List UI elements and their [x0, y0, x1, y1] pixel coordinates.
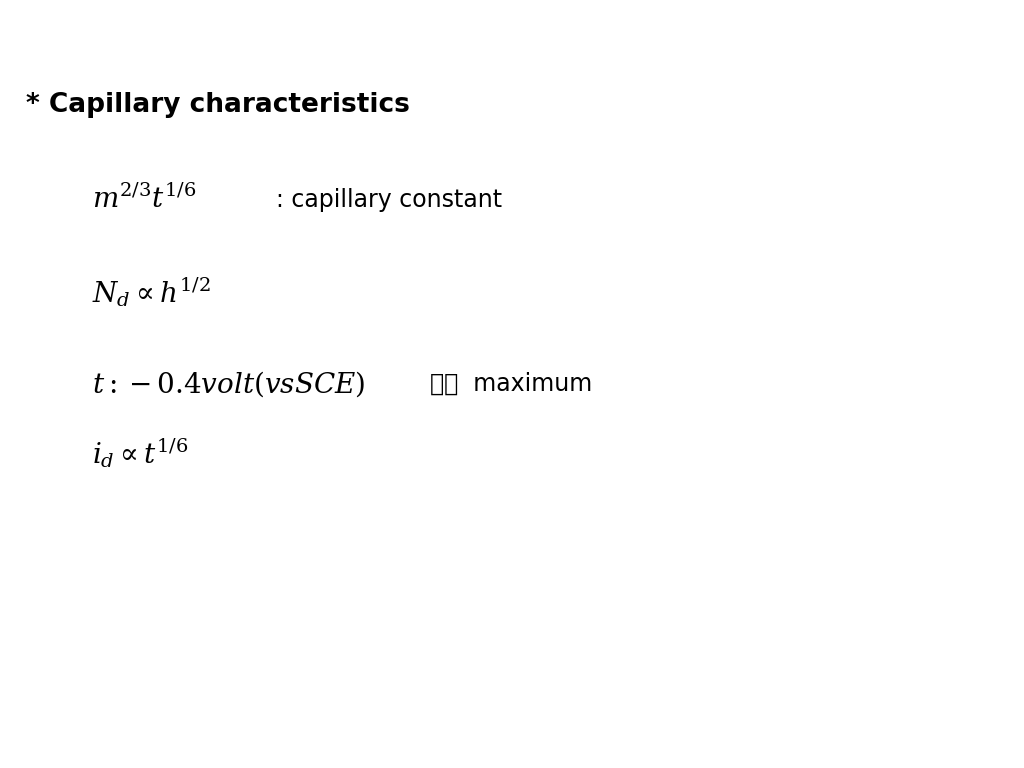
Text: : capillary constant: : capillary constant — [276, 187, 503, 212]
Text: $i_d\propto t^{1/6}$: $i_d\propto t^{1/6}$ — [92, 436, 188, 470]
Text: $N_d\propto h^{1/2}$: $N_d\propto h^{1/2}$ — [92, 275, 211, 309]
Text: * Capillary characteristics: * Capillary characteristics — [26, 92, 410, 118]
Text: 에서  maximum: 에서 maximum — [430, 372, 592, 396]
Text: $t:-0.4volt(vsSCE)$: $t:-0.4volt(vsSCE)$ — [92, 369, 366, 399]
Text: $m^{2/3}t^{1/6}$: $m^{2/3}t^{1/6}$ — [92, 185, 197, 214]
